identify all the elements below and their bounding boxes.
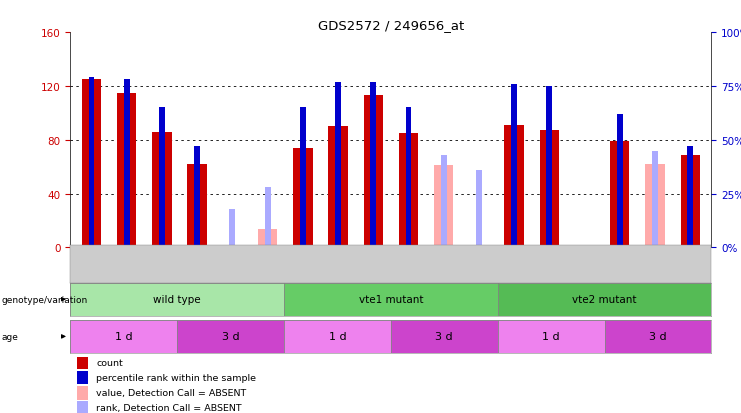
Text: wild type: wild type	[153, 294, 201, 304]
Text: count: count	[96, 358, 123, 367]
Bar	[77, 356, 88, 370]
Bar	[680, 155, 700, 248]
Bar	[335, 83, 341, 248]
Bar	[187, 165, 207, 248]
Text: age: age	[1, 332, 19, 341]
Text: 3 d: 3 d	[222, 332, 239, 342]
Bar	[498, 283, 711, 316]
Bar	[124, 80, 130, 248]
Bar	[505, 126, 524, 248]
Bar	[293, 148, 313, 248]
Bar	[391, 320, 498, 353]
Title: GDS2572 / 249656_at: GDS2572 / 249656_at	[318, 19, 464, 32]
Bar	[265, 188, 270, 248]
Text: value, Detection Call = ABSENT: value, Detection Call = ABSENT	[96, 388, 246, 397]
Bar	[70, 283, 284, 316]
Text: percentile rank within the sample: percentile rank within the sample	[96, 373, 256, 382]
Bar	[284, 320, 391, 353]
Bar	[77, 401, 88, 413]
Bar	[117, 93, 136, 248]
Bar	[177, 320, 284, 353]
Bar	[89, 78, 94, 248]
Bar	[605, 320, 711, 353]
Text: vte2 mutant: vte2 mutant	[572, 294, 637, 304]
Bar	[546, 87, 552, 248]
Bar	[159, 108, 165, 248]
Bar	[364, 96, 383, 248]
Bar	[300, 108, 306, 248]
Bar	[434, 166, 453, 248]
Bar	[399, 134, 418, 248]
Bar	[70, 320, 177, 353]
Bar	[258, 229, 277, 248]
Text: 1 d: 1 d	[542, 332, 560, 342]
Bar	[652, 151, 658, 248]
Bar	[77, 386, 88, 400]
Text: 1 d: 1 d	[115, 332, 133, 342]
Text: 1 d: 1 d	[329, 332, 346, 342]
Bar	[688, 147, 693, 248]
Bar	[610, 142, 629, 248]
Bar	[194, 147, 200, 248]
Bar	[645, 165, 665, 248]
Text: genotype/variation: genotype/variation	[1, 295, 87, 304]
Text: vte1 mutant: vte1 mutant	[359, 294, 423, 304]
Bar	[498, 320, 605, 353]
Bar	[77, 370, 88, 385]
Bar	[284, 283, 498, 316]
Text: rank, Detection Call = ABSENT: rank, Detection Call = ABSENT	[96, 403, 242, 412]
Bar	[153, 132, 172, 248]
Text: 3 d: 3 d	[649, 332, 667, 342]
Bar	[617, 115, 622, 248]
Bar	[405, 108, 411, 248]
Bar	[328, 127, 348, 248]
Bar	[370, 83, 376, 248]
Bar	[82, 80, 102, 248]
Bar	[230, 209, 236, 248]
Bar	[511, 85, 517, 248]
Bar	[539, 131, 559, 248]
Bar	[476, 171, 482, 248]
Bar	[441, 155, 447, 248]
Text: 3 d: 3 d	[436, 332, 453, 342]
